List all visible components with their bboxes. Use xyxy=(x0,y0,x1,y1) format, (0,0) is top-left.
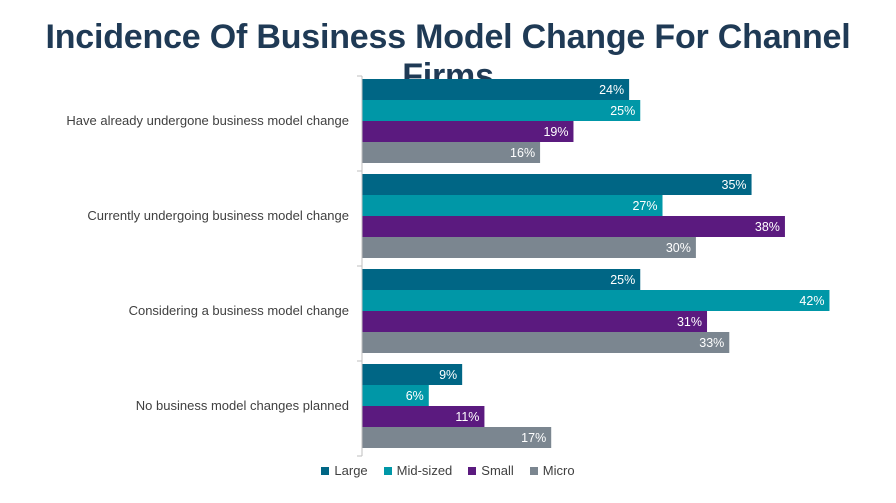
legend-swatch-large xyxy=(321,466,330,475)
legend-swatch-small xyxy=(468,466,477,475)
legend-label-small: Small xyxy=(481,463,514,478)
data-label-large-1: 24% xyxy=(599,83,624,97)
bar-micro-1 xyxy=(362,142,541,163)
category-label-considering-a-business-model-change: Considering a business model change xyxy=(129,303,349,318)
bar-large-3 xyxy=(362,269,641,290)
bar-small-3 xyxy=(362,311,708,332)
data-label-large-4: 9% xyxy=(439,368,457,382)
data-label-small-1: 19% xyxy=(543,125,568,139)
bar-small-2 xyxy=(362,216,785,237)
bar-micro-2 xyxy=(362,237,696,258)
legend-swatch-mid-sized xyxy=(383,466,392,475)
bar-mid-sized-3 xyxy=(362,290,830,311)
data-label-small-4: 11% xyxy=(455,410,479,424)
bar-mid-sized-1 xyxy=(362,100,641,121)
legend-label-mid-sized: Mid-sized xyxy=(396,463,453,478)
bar-micro-3 xyxy=(362,332,730,353)
bar-mid-sized-2 xyxy=(362,195,663,216)
legend-label-large: Large xyxy=(334,463,368,478)
data-label-small-3: 31% xyxy=(677,315,702,329)
legend-item-large: Large xyxy=(321,463,368,478)
data-label-micro-3: 33% xyxy=(699,336,724,350)
data-label-mid-sized-1: 25% xyxy=(610,104,635,118)
data-label-large-3: 25% xyxy=(610,273,635,287)
bar-small-4 xyxy=(362,406,485,427)
data-label-mid-sized-4: 6% xyxy=(406,389,424,403)
chart-title: Incidence Of Business Model Change For C… xyxy=(45,18,851,95)
bar-large-4 xyxy=(362,364,463,385)
data-label-small-2: 38% xyxy=(755,220,780,234)
legend-item-small: Small xyxy=(468,463,514,478)
data-label-micro-2: 30% xyxy=(666,241,691,255)
data-label-large-2: 35% xyxy=(722,178,747,192)
bar-large-2 xyxy=(362,174,752,195)
data-label-micro-4: 17% xyxy=(521,431,546,445)
category-label-no-business-model-changes-planned: No business model changes planned xyxy=(136,398,349,413)
bar-small-1 xyxy=(362,121,574,142)
data-label-mid-sized-3: 42% xyxy=(799,294,824,308)
data-label-mid-sized-2: 27% xyxy=(632,199,657,213)
legend-label-micro: Micro xyxy=(542,463,575,478)
legend-item-micro: Micro xyxy=(529,463,575,478)
data-label-micro-1: 16% xyxy=(510,146,535,160)
category-label-currently-undergoing-business-model-change: Currently undergoing business model chan… xyxy=(87,208,349,223)
legend-swatch-micro xyxy=(529,466,538,475)
bar-large-1 xyxy=(362,79,630,100)
bar-micro-4 xyxy=(362,427,552,448)
legend: Large Mid-sized Small Micro xyxy=(0,463,896,478)
category-label-have-already-undergone-business-model-change: Have already undergone business model ch… xyxy=(66,113,349,128)
legend-item-mid-sized: Mid-sized xyxy=(383,463,453,478)
bar-mid-sized-4 xyxy=(362,385,429,406)
